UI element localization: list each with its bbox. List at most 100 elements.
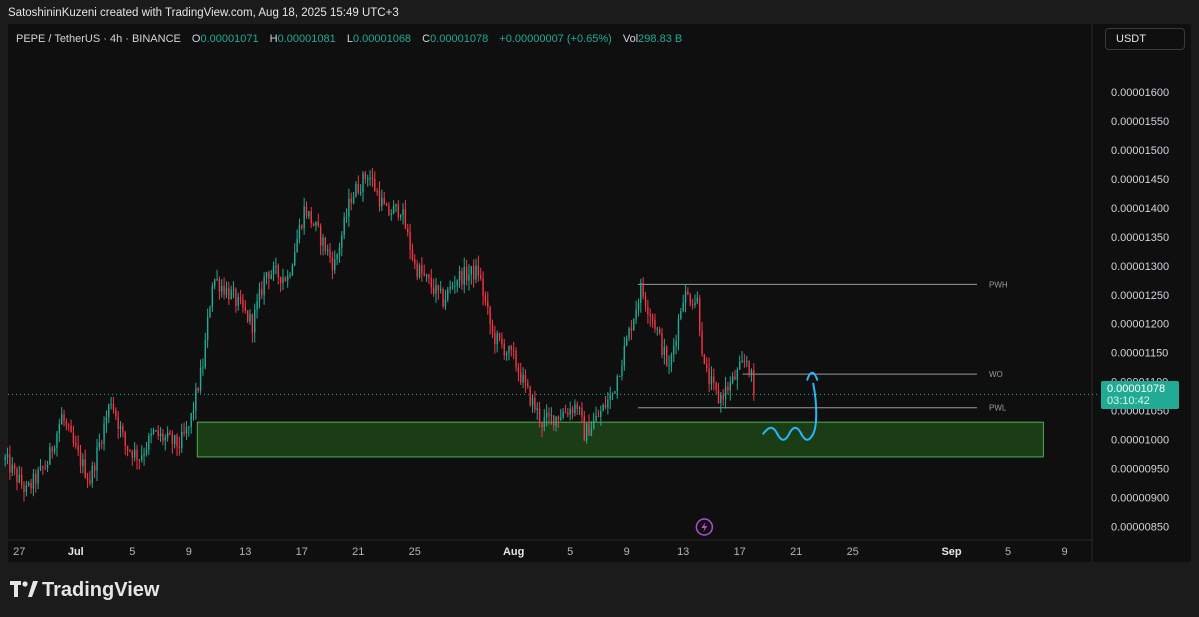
candle-body [13, 464, 16, 469]
candle-body [336, 254, 338, 260]
candle-body [178, 446, 181, 449]
candle-body [696, 297, 699, 303]
candle-body [124, 432, 126, 446]
candle-body [661, 332, 663, 355]
x-tick-label: 9 [186, 546, 192, 558]
candle-body [658, 328, 661, 333]
x-tick-label: Sep [941, 546, 961, 558]
candle-body [16, 468, 18, 483]
candle-body [536, 408, 538, 410]
candle-body [228, 287, 230, 300]
candle-body [242, 299, 244, 308]
candle-body [637, 302, 640, 310]
candle-body [32, 473, 35, 489]
candle-body [164, 437, 166, 441]
candle-body [23, 485, 25, 492]
tradingview-brand[interactable]: TradingView [10, 579, 159, 603]
candle-body [630, 328, 633, 331]
candle-body [597, 415, 600, 417]
candle-body [100, 442, 103, 444]
candle-body [374, 179, 376, 191]
candle-body [371, 177, 374, 180]
candle-body [192, 410, 195, 414]
candle-body [574, 404, 576, 414]
lightning-bolt-icon [701, 522, 708, 532]
candle-body [277, 265, 279, 277]
symbol-label[interactable]: PEPE / TetherUS · 4h · BINANCE [16, 33, 181, 45]
low-label: L [346, 33, 353, 45]
candle-body [315, 222, 317, 226]
candle-body [195, 388, 197, 411]
candle-body [715, 382, 717, 390]
header-bar: SatoshininKuzeni created with TradingVie… [0, 0, 1199, 24]
candle-body [541, 422, 543, 427]
candle-body [628, 328, 630, 338]
candle-body [312, 223, 315, 226]
candle-body [343, 217, 345, 236]
open-value: 0.00001071 [200, 33, 259, 45]
candle-body [454, 285, 456, 287]
candle-body [334, 259, 336, 271]
candle-body [595, 415, 597, 421]
candle-body [261, 289, 263, 296]
candle-body [58, 424, 61, 434]
candle-body [703, 354, 706, 364]
candle-body [251, 314, 254, 333]
chart-frame[interactable] [8, 24, 1191, 562]
candle-body [329, 249, 331, 258]
candle-body [263, 277, 265, 296]
currency-button[interactable]: USDT [1105, 28, 1185, 50]
candle-body [46, 464, 49, 468]
last-price-tag: 0.00001078 03:10:42 [1101, 381, 1179, 409]
candle-body [534, 397, 536, 410]
candle-body [451, 286, 454, 288]
candle-body [84, 459, 86, 478]
candle-body [331, 257, 334, 271]
tradingview-logo-icon [10, 580, 38, 597]
candle-body [211, 285, 214, 307]
candle-body [585, 423, 588, 441]
candle-body [122, 426, 124, 433]
candle-body [710, 376, 713, 385]
candle-body [670, 354, 673, 366]
candle-body [367, 178, 369, 180]
candle-body [654, 319, 656, 329]
candle-body [301, 225, 303, 228]
candle-body [447, 289, 449, 300]
candle-body [141, 455, 143, 461]
candle-body [548, 413, 550, 416]
candle-body [18, 474, 21, 483]
candle-body [576, 404, 578, 409]
candle-body [362, 173, 364, 193]
candle-body [42, 466, 44, 468]
candle-body [590, 428, 593, 436]
candle-body [305, 206, 308, 217]
candle-body [694, 302, 696, 306]
candle-body [169, 432, 171, 435]
candle-body [512, 349, 515, 351]
candle-body [437, 284, 440, 291]
candle-body [385, 204, 388, 207]
candle-body [286, 275, 289, 281]
candle-body [753, 370, 755, 395]
candle-body [60, 414, 63, 425]
level-label-pwl: PWL [989, 404, 1007, 413]
candle-body [173, 435, 176, 445]
candle-body [482, 278, 484, 296]
candle-body [423, 273, 425, 276]
candle-body [79, 450, 82, 467]
candle-body [206, 317, 209, 341]
candle-body [28, 482, 30, 486]
candle-body [119, 426, 122, 429]
candle-body [682, 302, 684, 312]
close-label: C [422, 33, 431, 45]
candle-body [291, 265, 294, 276]
candle-body [131, 451, 134, 458]
candle-body [39, 466, 42, 471]
candle-body [70, 425, 72, 433]
candle-body [487, 301, 489, 308]
candle-body [237, 296, 239, 306]
candle-body [644, 296, 647, 307]
candle-body [202, 367, 204, 369]
